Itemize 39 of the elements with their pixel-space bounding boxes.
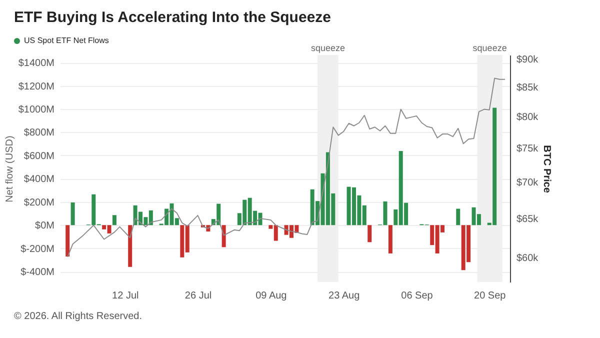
y-tick-label: $600M: [24, 150, 54, 162]
bar: [70, 202, 75, 226]
y-tick-label: $1200M: [18, 81, 54, 92]
bar: [66, 225, 70, 256]
x-tick-label: 09 Aug: [256, 290, 287, 302]
y-axis-title: Net flow (USD): [4, 136, 16, 202]
y2-tick-label: $80k: [516, 112, 540, 124]
y2-tick-label: $60k: [516, 253, 540, 264]
bar: [388, 225, 392, 254]
legend-label: US Spot ETF Net Flows: [24, 36, 109, 45]
bar: [112, 215, 116, 226]
bar: [368, 225, 372, 242]
y-tick-label: $200M: [24, 197, 54, 208]
y-tick-label: $800M: [24, 128, 54, 139]
bar: [456, 208, 460, 226]
x-tick-label: 20 Sep: [474, 290, 506, 302]
band-label: squeeze: [310, 43, 345, 53]
y2-tick-label: $65k: [516, 214, 540, 225]
y-tick-label: $-400M: [20, 267, 54, 278]
y-tick-label: $1000M: [18, 104, 54, 116]
bar: [222, 225, 226, 248]
y2-tick-label: $75k: [516, 144, 540, 155]
line-series: [67, 78, 506, 258]
x-tick-label: 26 Jul: [184, 290, 212, 302]
x-tick-label: 23 Aug: [328, 290, 360, 302]
y-tick-label: $400M: [24, 174, 54, 186]
text: © 2026. All Rights Reserved.: [14, 311, 142, 322]
y-tick-label: $-200M: [20, 244, 54, 255]
x-tick-label: 12 Jul: [112, 290, 139, 302]
y-tick-label: $1400M: [18, 58, 54, 70]
bar: [128, 225, 132, 267]
chart-title: ETF Buying Is Accelerating Into the Squeeze: [14, 9, 331, 26]
y2-axis-title: BTC Price: [541, 145, 552, 194]
y-tick-label: $0M: [35, 220, 54, 232]
y2-tick-label: $90k: [516, 54, 540, 66]
band-label: squeeze: [472, 43, 507, 53]
y2-tick-label: $70k: [516, 178, 540, 189]
y2-tick-label: $85k: [516, 82, 540, 94]
x-tick-label: 06 Sep: [401, 290, 434, 302]
